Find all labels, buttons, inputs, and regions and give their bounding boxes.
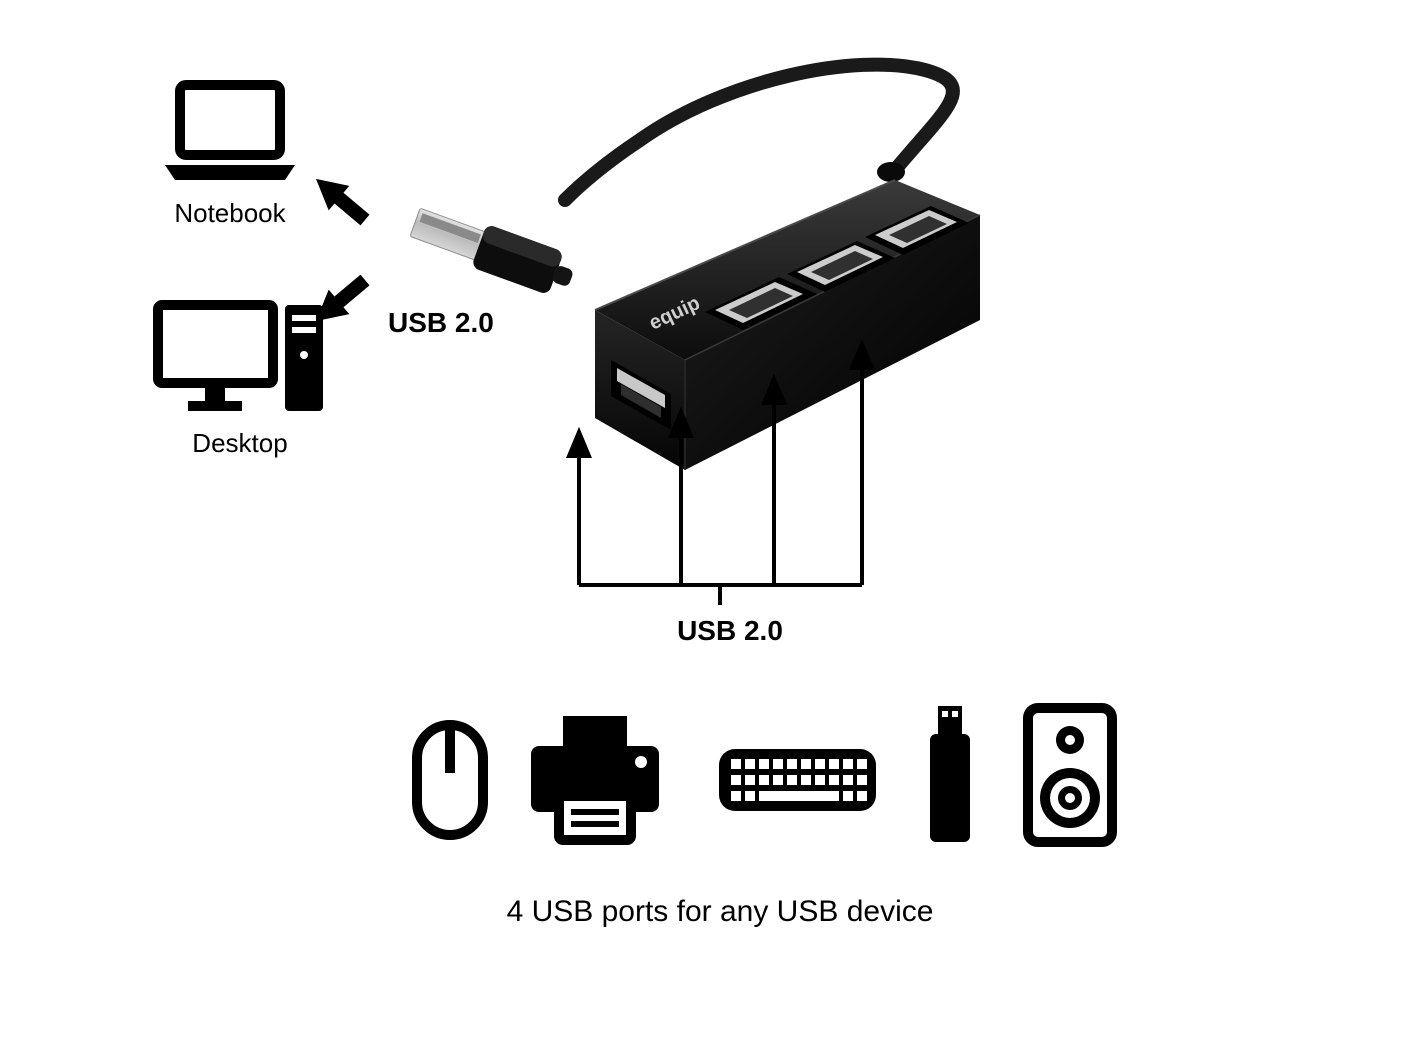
printer-icon [525, 710, 665, 845]
caption-text: 4 USB ports for any USB device [460, 895, 980, 929]
usb-drive-icon [920, 702, 980, 847]
keyboard-icon [715, 745, 880, 815]
usb-ports-label: USB 2.0 [650, 615, 810, 647]
speaker-icon [1020, 702, 1120, 847]
mouse-icon [405, 715, 495, 845]
diagram-stage: Notebook Desktop [0, 0, 1417, 1063]
